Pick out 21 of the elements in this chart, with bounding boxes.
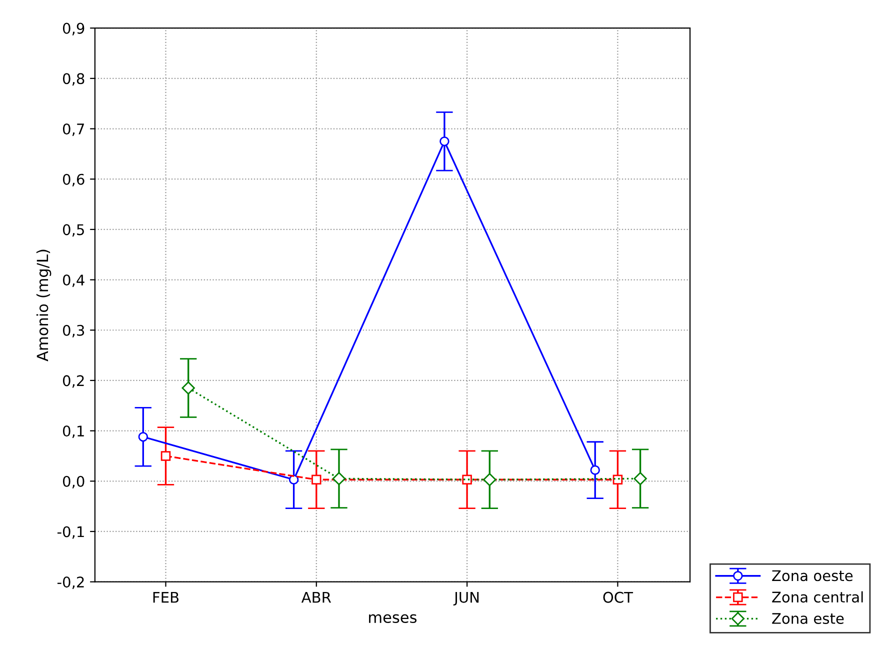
x-tick-label: ABR (301, 592, 332, 603)
y-tick-label: 0,5 (62, 224, 84, 237)
x-axis-title: meses (369, 614, 417, 624)
y-axis-title: Amonio (mg/L) (36, 250, 52, 362)
y-tick-label: 0,8 (62, 73, 84, 86)
y-tick-label: -0,1 (57, 526, 84, 539)
legend-label: Zona central (772, 591, 863, 603)
y-tick-label: 0,3 (62, 324, 84, 338)
y-tick-label: 0,4 (62, 274, 84, 288)
y-tick-label: 0,2 (62, 375, 84, 388)
y-tick-label: 0,1 (62, 426, 84, 438)
x-tick-label: OCT (603, 592, 634, 603)
x-tick-label: FEB (153, 592, 179, 603)
legend-label: Zona este (772, 613, 844, 624)
y-tick-label: -0,2 (57, 576, 84, 590)
y-tick-label: 0,0 (62, 476, 84, 488)
y-tick-label: 0,7 (62, 123, 84, 136)
y-tick-label: 0,9 (62, 22, 84, 36)
y-tick-label: 0,6 (62, 174, 84, 186)
x-tick-label: JUN (453, 592, 479, 606)
legend-label: Zona oeste (772, 570, 853, 582)
